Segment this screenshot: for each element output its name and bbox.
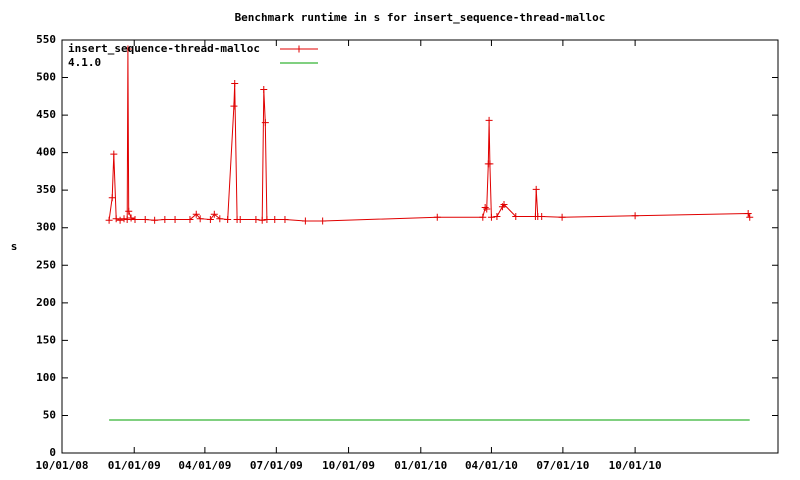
point-marker <box>105 216 113 224</box>
point-marker <box>493 212 501 220</box>
point-marker <box>151 216 159 224</box>
point-marker <box>110 150 118 158</box>
point-marker <box>485 116 493 124</box>
point-marker <box>120 215 128 223</box>
point-marker <box>125 207 133 215</box>
point-marker <box>123 215 131 223</box>
series-line <box>108 48 751 222</box>
point-marker <box>196 215 204 223</box>
point-marker <box>487 213 495 221</box>
legend-label: 4.1.0 <box>68 56 101 69</box>
point-marker <box>141 215 149 223</box>
point-marker <box>108 194 116 202</box>
point-marker <box>236 215 244 223</box>
y-tick-label: 100 <box>36 371 56 384</box>
point-marker <box>206 215 214 223</box>
point-marker <box>210 210 218 218</box>
x-tick-label: 07/01/10 <box>536 459 589 472</box>
x-tick-label: 04/01/09 <box>178 459 231 472</box>
legend-marker <box>295 45 303 53</box>
point-marker <box>260 86 268 94</box>
x-tick-label: 04/01/10 <box>465 459 518 472</box>
x-tick-label: 10/01/10 <box>609 459 662 472</box>
point-marker <box>433 213 441 221</box>
point-marker <box>252 215 260 223</box>
y-tick-label: 500 <box>36 71 56 84</box>
y-tick-label: 0 <box>49 446 56 459</box>
plot-frame <box>61 39 779 454</box>
y-tick-label: 200 <box>36 296 56 309</box>
y-tick-label: 300 <box>36 221 56 234</box>
point-marker <box>558 213 566 221</box>
point-marker <box>263 215 271 223</box>
point-marker <box>192 210 200 218</box>
y-axis-label: s <box>11 240 18 253</box>
point-marker <box>127 214 135 222</box>
point-marker <box>744 209 752 217</box>
point-marker <box>532 185 540 193</box>
point-marker <box>319 217 327 225</box>
x-tick-label: 10/01/08 <box>36 459 89 472</box>
point-marker <box>224 215 232 223</box>
point-marker <box>483 205 491 213</box>
y-tick-label: 250 <box>36 258 56 271</box>
y-tick-label: 50 <box>43 408 56 421</box>
point-marker <box>301 217 309 225</box>
point-marker <box>479 213 487 221</box>
point-marker <box>230 102 238 110</box>
point-marker <box>231 80 239 88</box>
y-tick-label: 400 <box>36 146 56 159</box>
x-tick-label: 10/01/09 <box>322 459 375 472</box>
y-tick-label: 150 <box>36 333 56 346</box>
y-tick-label: 350 <box>36 183 56 196</box>
point-marker <box>746 213 754 221</box>
point-marker <box>512 212 520 220</box>
point-marker <box>186 215 194 223</box>
point-marker <box>631 212 639 220</box>
x-tick-label: 07/01/09 <box>250 459 303 472</box>
point-marker <box>500 200 508 208</box>
y-tick-label: 450 <box>36 108 56 121</box>
point-marker <box>161 215 169 223</box>
point-marker <box>261 119 269 127</box>
y-tick-label: 550 <box>36 33 56 46</box>
point-marker <box>481 203 489 211</box>
point-marker <box>116 216 124 224</box>
chart-title: Benchmark runtime in s for insert_sequen… <box>235 11 606 24</box>
point-marker <box>216 215 224 223</box>
point-marker <box>131 215 139 223</box>
point-marker <box>258 216 266 224</box>
x-tick-label: 01/01/10 <box>394 459 447 472</box>
point-marker <box>112 215 120 223</box>
point-marker <box>124 45 132 53</box>
x-tick-label: 01/01/09 <box>108 459 161 472</box>
point-marker <box>538 212 546 220</box>
point-marker <box>281 215 289 223</box>
legend-label: insert_sequence-thread-malloc <box>68 42 260 55</box>
point-marker <box>271 215 279 223</box>
point-marker <box>171 215 179 223</box>
point-marker <box>486 160 494 168</box>
